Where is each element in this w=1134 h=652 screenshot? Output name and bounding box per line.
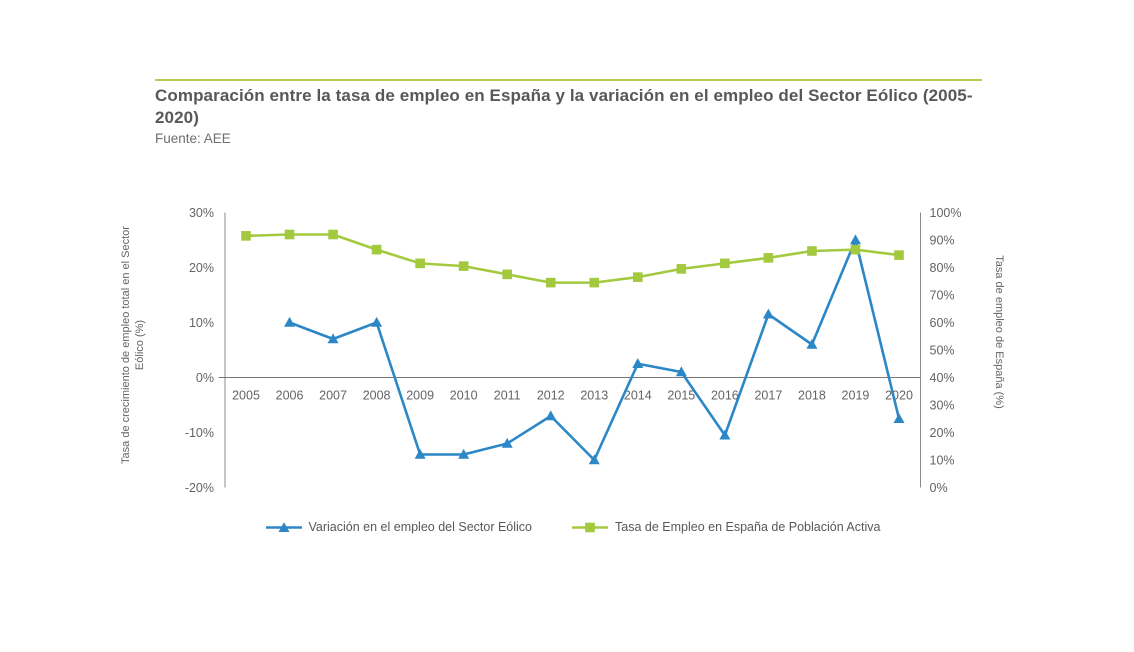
left-axis-tick-label: -20% <box>185 481 214 495</box>
left-axis-tick-label: 0% <box>196 371 214 385</box>
left-axis-tick-label: 30% <box>189 206 214 220</box>
triangle-marker <box>675 366 687 377</box>
triangle-marker <box>719 429 731 440</box>
x-axis-year-label: 2011 <box>494 389 521 403</box>
triangle-marker <box>458 448 470 459</box>
square-marker <box>894 250 904 260</box>
x-axis-year-label: 2016 <box>711 389 739 403</box>
triangle-marker <box>893 413 905 423</box>
square-marker <box>415 258 425 269</box>
x-axis-year-label: 2009 <box>406 389 434 403</box>
x-axis-year-label: 2012 <box>537 389 565 403</box>
left-axis-tick-label: 20% <box>189 261 214 275</box>
square-marker <box>545 277 556 288</box>
legend-item-employment: Tasa de Empleo en España de Población Ac… <box>572 520 880 534</box>
left-axis-tick-label: -10% <box>185 426 214 440</box>
chart-title: Comparación entre la tasa de empleo en E… <box>155 86 973 127</box>
square-marker <box>502 269 512 280</box>
x-axis-year-label: 2006 <box>276 389 304 403</box>
square-marker <box>633 272 643 282</box>
triangle-marker <box>806 338 818 349</box>
x-axis-year-label: 2017 <box>754 389 782 403</box>
x-axis-year-label: 2015 <box>667 389 695 403</box>
x-axis-year-label: 2014 <box>624 389 652 403</box>
triangle-marker <box>632 358 644 368</box>
title-rule-line <box>155 79 982 81</box>
series-line-square <box>245 233 900 284</box>
right-axis-tick-label: 90% <box>930 234 955 248</box>
x-axis-year-label: 2019 <box>842 389 870 403</box>
right-axis-tick-label: 100% <box>930 206 962 220</box>
x-axis-year-label: 2007 <box>319 389 347 403</box>
right-axis-tick-label: 20% <box>930 426 955 440</box>
right-axis-tick-label: 30% <box>930 399 955 413</box>
triangle-marker <box>501 437 513 448</box>
right-axis-tick-label: 0% <box>930 481 948 495</box>
triangle-marker <box>545 410 557 421</box>
right-axis-tick-label: 80% <box>930 261 955 275</box>
square-marker <box>328 229 338 240</box>
right-axis-tick-label: 40% <box>930 371 955 385</box>
square-marker <box>241 231 251 241</box>
triangle-marker <box>849 234 861 245</box>
square-marker <box>284 229 295 240</box>
x-axis-year-label: 2010 <box>450 389 478 403</box>
x-axis-year-label: 2005 <box>232 389 260 403</box>
legend-label-employment: Tasa de Empleo en España de Población Ac… <box>615 520 881 534</box>
square-marker <box>807 246 817 256</box>
x-axis-year-label: 2018 <box>798 389 826 403</box>
left-axis-tick-label: 10% <box>189 316 214 330</box>
square-marker <box>720 258 730 269</box>
triangle-marker <box>414 448 426 459</box>
right-axis-tick-label: 60% <box>930 316 955 330</box>
triangle-marker <box>588 454 600 465</box>
chart-source: Fuente: AEE <box>155 131 231 146</box>
square-marker <box>589 277 600 288</box>
x-axis-year-label: 2013 <box>580 389 608 403</box>
square-marker <box>763 253 774 263</box>
chart-legend: Variación en el empleo del Sector Eólico… <box>225 520 921 534</box>
triangle-marker <box>327 333 339 344</box>
series-line-triangle <box>289 238 901 462</box>
square-marker <box>458 261 469 271</box>
triangle-marker <box>284 316 296 327</box>
x-axis-year-label: 2020 <box>885 389 913 403</box>
blue-triangle-legend-icon <box>265 521 302 532</box>
legend-item-wind: Variación en el empleo del Sector Eólico <box>265 520 533 534</box>
triangle-marker <box>371 316 383 327</box>
square-marker <box>850 244 861 255</box>
green-square-legend-icon <box>572 522 609 532</box>
square-marker <box>371 244 382 255</box>
legend-label-wind: Variación en el empleo del Sector Eólico <box>308 520 533 534</box>
triangle-marker <box>762 308 774 319</box>
square-marker <box>676 264 687 274</box>
right-axis-tick-label: 50% <box>930 344 955 358</box>
right-axis-tick-label: 70% <box>930 289 955 303</box>
x-axis-year-label: 2008 <box>363 389 391 403</box>
right-axis-tick-label: 10% <box>930 454 955 468</box>
